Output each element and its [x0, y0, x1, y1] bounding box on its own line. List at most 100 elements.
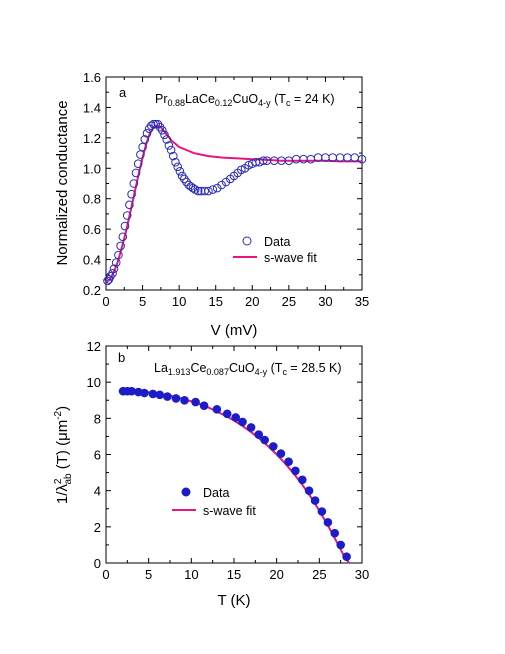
- panel-b-data-point: [212, 405, 222, 414]
- panel-a-fit-line: [105, 124, 362, 284]
- panel-b-data-point: [310, 496, 320, 505]
- panel-b-y-axis-label: 1/λ2ab (T) (μm-2): [53, 406, 74, 504]
- panel-a-data-point: [118, 232, 128, 242]
- panel-b-data-point: [304, 486, 314, 496]
- panel-b-x-tick-label: 15: [227, 567, 241, 582]
- panel-b-chart: 0 5 10 15 20 25 30 0 2 4 6 8 10 12 b La1.913Ce0.087Cu…: [53, 339, 369, 609]
- panel-a-data-series: [103, 119, 367, 286]
- panel-b-data-point: [140, 388, 149, 398]
- panel-b-data-point: [269, 442, 278, 451]
- panel-a-x-tick-label: 10: [172, 294, 186, 309]
- panel-a-y-tick-label: 1.2: [83, 131, 101, 146]
- panel-a-plot-frame: [105, 76, 363, 291]
- panel-b-legend-fit-label: s-wave fit: [203, 504, 256, 518]
- panel-a-data-point: [103, 276, 112, 286]
- panel-b-data-point: [238, 417, 247, 427]
- panel-a-data-point: [173, 162, 182, 172]
- panel-a-legend-fit-label: s-wave fit: [264, 251, 317, 265]
- panel-b-data-point: [336, 540, 346, 550]
- panel-b-data-point: [155, 390, 165, 400]
- panel-a-data-point: [169, 151, 178, 161]
- panel-a-data-point: [177, 171, 187, 181]
- panel-b-y-tick-label: 2: [94, 520, 101, 535]
- panel-a-data-point: [153, 119, 163, 129]
- panel-a-data-point: [208, 185, 218, 194]
- panel-a-data-point: [127, 189, 136, 199]
- panel-a-x-tick-label: 30: [318, 294, 332, 309]
- panel-b-data-point: [199, 401, 209, 411]
- panel-a-data-point: [129, 179, 139, 188]
- panel-a-data-point: [140, 135, 150, 144]
- panel-b-y-tick-label: 4: [94, 484, 101, 499]
- panel-b-y-tick-label: 0: [94, 556, 101, 571]
- panel-b-y-tick-label: 12: [87, 339, 101, 354]
- panel-a-data-point: [182, 177, 191, 187]
- panel-b-x-tick-label: 30: [355, 567, 369, 582]
- panel-a-ticks: 0 5 10 15 20 25 30 35 0.2 0.4 0.6 0.8 1.0 1.2 1.4 1.6: [83, 70, 369, 309]
- panel-a-data-point: [188, 183, 198, 193]
- panel-a-data-point: [244, 160, 253, 170]
- panel-b-y-tick-label: 10: [87, 375, 101, 390]
- panel-a-legend-data-label: Data: [264, 235, 290, 249]
- panel-b-x-tick-label: 5: [145, 567, 152, 582]
- panel-b-legend-data-marker: [181, 487, 191, 497]
- panel-a-data-point: [133, 159, 143, 168]
- panel-a-data-point: [151, 119, 160, 129]
- panel-b-data-point: [231, 413, 240, 422]
- panel-b-data-point: [330, 528, 340, 538]
- panel-a-data-point: [136, 150, 145, 159]
- panel-b-data-point: [191, 397, 200, 407]
- panel-b-data-point: [254, 430, 264, 439]
- panel-b-x-tick-label: 20: [269, 567, 283, 582]
- panel-a-data-point: [166, 145, 176, 155]
- panel-a-chart: 0 5 10 15 20 25 30 35 0.2 0.4 0.6 0.8 1.0 1.2 1.4 1.6 a…: [54, 70, 369, 339]
- panel-b-data-point: [163, 392, 172, 401]
- panel-a-x-tick-label: 5: [139, 294, 146, 309]
- panel-a-data-point: [171, 157, 180, 167]
- panel-a-data-point: [160, 130, 169, 140]
- panel-a-data-point: [108, 269, 117, 278]
- panel-a-y-tick-label: 0.2: [83, 283, 101, 298]
- panel-a-data-point: [175, 167, 185, 176]
- panel-a-x-tick-label: 35: [355, 294, 369, 309]
- panel-a-data-point: [193, 186, 203, 196]
- panel-a-x-tick-label: 0: [102, 294, 109, 309]
- panel-a-y-tick-label: 1.4: [83, 100, 101, 115]
- panel-b-label: b: [118, 350, 125, 365]
- panel-a-y-tick-label: 1.0: [83, 161, 101, 176]
- panel-b-y-tick-label: 6: [94, 448, 101, 463]
- panel-a-data-point: [106, 272, 115, 281]
- panel-b-data-point: [317, 507, 327, 516]
- panel-a-data-point: [335, 153, 345, 162]
- panel-b-data-point: [323, 518, 333, 527]
- panel-a-data-point: [200, 186, 209, 196]
- panel-b-data-point: [260, 435, 270, 445]
- panel-b-data-point: [180, 396, 189, 405]
- panel-a-data-point: [350, 153, 360, 162]
- panel-a-y-axis-label: Normalized conductance: [54, 100, 71, 265]
- panel-a-data-point: [237, 165, 246, 175]
- panel-b-data-point: [246, 423, 256, 432]
- panel-a-data-point: [114, 250, 123, 260]
- panel-a-data-point: [164, 141, 174, 150]
- panel-a-data-point: [131, 168, 141, 178]
- panel-a-data-point: [212, 183, 222, 193]
- panel-a-data-point: [186, 182, 196, 191]
- panel-a-x-axis-label: V (mV): [211, 322, 258, 339]
- panel-a-fit-series: [105, 124, 362, 284]
- panel-a-y-tick-label: 0.8: [83, 192, 101, 207]
- panel-a-data-point: [299, 154, 308, 164]
- panel-b-x-tick-label: 10: [184, 567, 198, 582]
- panel-a-data-point: [221, 177, 231, 187]
- panel-a-x-tick-label: 20: [245, 294, 259, 309]
- panel-b-data-series: [118, 386, 351, 562]
- panel-b-data-point: [298, 475, 307, 485]
- panel-b-data-point: [284, 457, 293, 467]
- panel-a-data-point: [158, 126, 167, 135]
- panel-a-data-point: [147, 121, 156, 130]
- panel-a-label: a: [119, 85, 127, 100]
- panel-a-data-point: [120, 221, 130, 231]
- panel-b-x-tick-label: 25: [312, 567, 326, 582]
- panel-b-legend-data-label: Data: [203, 486, 229, 500]
- panel-a-data-point: [138, 142, 147, 152]
